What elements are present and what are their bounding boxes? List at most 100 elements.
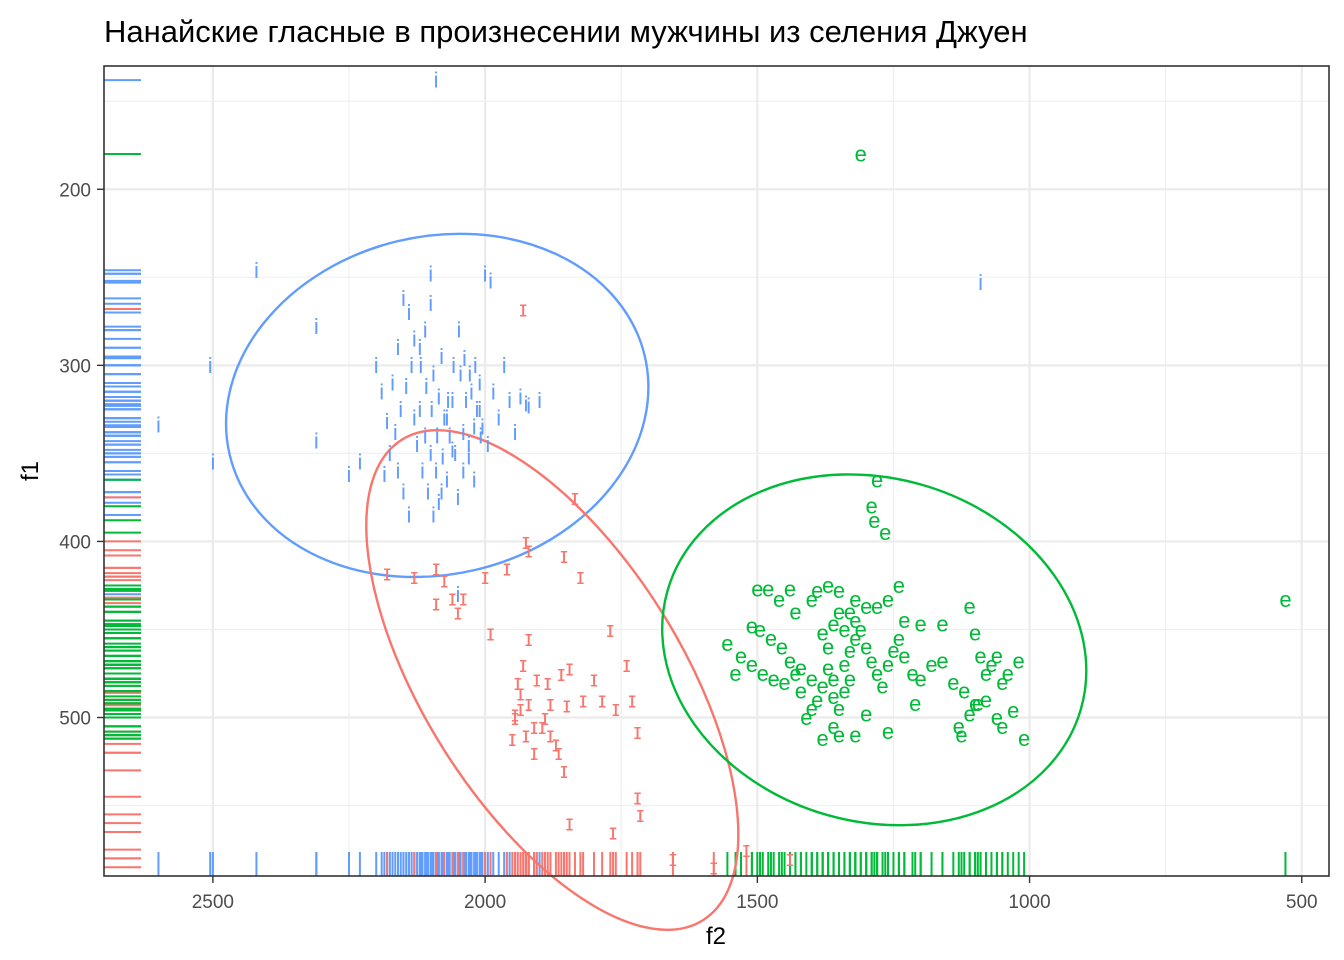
point-i: i <box>431 503 436 528</box>
point-i: i <box>445 406 450 431</box>
point-i: i <box>393 420 398 445</box>
point-i: i <box>385 409 390 434</box>
point-ɪ: ɪ <box>459 585 467 610</box>
point-e: e <box>789 599 801 624</box>
point-i: i <box>412 406 417 431</box>
point-ɪ: ɪ <box>541 705 549 730</box>
point-e: e <box>871 661 883 686</box>
point-i: i <box>404 374 409 399</box>
point-e: e <box>855 617 867 642</box>
point-e: e <box>762 576 774 601</box>
point-ɪ: ɪ <box>786 846 794 871</box>
point-e: e <box>964 702 976 727</box>
point-i: i <box>477 370 482 395</box>
confidence-ellipses <box>224 232 1088 931</box>
point-ɪ: ɪ <box>634 784 642 809</box>
point-e: e <box>778 670 790 695</box>
point-i: i <box>210 450 215 475</box>
point-i: i <box>382 462 387 487</box>
point-i: i <box>461 459 466 484</box>
point-i: i <box>254 258 259 283</box>
point-e: e <box>1013 649 1025 674</box>
grid-lines <box>104 66 1329 876</box>
point-i: i <box>480 414 485 439</box>
point-ɪ: ɪ <box>432 591 440 616</box>
point-e: e <box>915 666 927 691</box>
point-i: i <box>439 480 444 505</box>
point-ɪ: ɪ <box>547 691 555 716</box>
point-e: e <box>972 691 984 716</box>
point-ɪ: ɪ <box>634 719 642 744</box>
point-i: i <box>474 397 479 422</box>
point-ɪ: ɪ <box>487 621 495 646</box>
point-e: e <box>879 520 891 545</box>
point-i: i <box>469 379 474 404</box>
point-e: e <box>827 666 839 691</box>
x-tick-label: 2500 <box>192 892 234 913</box>
point-ɪ: ɪ <box>533 666 541 691</box>
point-e: e <box>811 687 823 712</box>
point-ɪ: ɪ <box>552 731 560 756</box>
point-i: i <box>423 423 428 448</box>
point-i: i <box>467 362 472 387</box>
point-e: e <box>925 652 937 677</box>
point-i: i <box>406 300 411 325</box>
point-e: e <box>817 673 829 698</box>
point-e: e <box>833 723 845 748</box>
point-e: e <box>806 696 818 721</box>
point-e: e <box>969 621 981 646</box>
point-ɪ: ɪ <box>563 693 571 718</box>
point-i: i <box>526 393 531 418</box>
point-e: e <box>871 467 883 492</box>
point-ɪ: ɪ <box>560 758 568 783</box>
point-ɪ: ɪ <box>743 837 751 862</box>
point-ɪ: ɪ <box>530 740 538 765</box>
point-i: i <box>357 450 362 475</box>
point-i: i <box>513 420 518 445</box>
point-i: i <box>472 467 477 492</box>
y-tick-label: 300 <box>59 356 91 377</box>
point-e: e <box>958 679 970 704</box>
point-e: e <box>789 661 801 686</box>
point-e: e <box>936 612 948 637</box>
point-i: i <box>461 420 466 445</box>
point-e: e <box>817 726 829 751</box>
point-i: i <box>390 370 395 395</box>
point-ɪ: ɪ <box>508 726 516 751</box>
point-ɪ: ɪ <box>544 670 552 695</box>
point-ɪ: ɪ <box>560 543 568 568</box>
point-e: e <box>887 638 899 663</box>
point-ɪ: ɪ <box>519 297 527 322</box>
point-i: i <box>314 429 319 454</box>
point-e: e <box>849 723 861 748</box>
point-i: i <box>435 423 440 448</box>
point-ɪ: ɪ <box>530 714 538 739</box>
x-tick-label: 1500 <box>736 892 778 913</box>
point-i: i <box>477 397 482 422</box>
point-ɪ: ɪ <box>636 802 644 827</box>
point-e: e <box>817 621 829 646</box>
point-e: e <box>855 142 867 167</box>
point-e: e <box>822 573 834 598</box>
point-i: i <box>417 397 422 422</box>
point-e: e <box>746 652 758 677</box>
point-i: i <box>434 68 439 93</box>
point-i: i <box>406 503 411 528</box>
point-e: e <box>871 594 883 619</box>
point-ɪ: ɪ <box>525 691 533 716</box>
point-i: i <box>418 353 423 378</box>
point-e: e <box>795 679 807 704</box>
point-i: i <box>518 385 523 410</box>
point-e: e <box>953 714 965 739</box>
y-tick-label: 500 <box>59 709 91 730</box>
point-i: i <box>374 353 379 378</box>
ellipse-e <box>661 473 1088 827</box>
point-e: e <box>773 587 785 612</box>
point-e: e <box>844 638 856 663</box>
point-ɪ: ɪ <box>449 585 457 610</box>
point-e: e <box>974 643 986 668</box>
point-ɪ: ɪ <box>566 811 574 836</box>
point-i: i <box>446 388 451 413</box>
